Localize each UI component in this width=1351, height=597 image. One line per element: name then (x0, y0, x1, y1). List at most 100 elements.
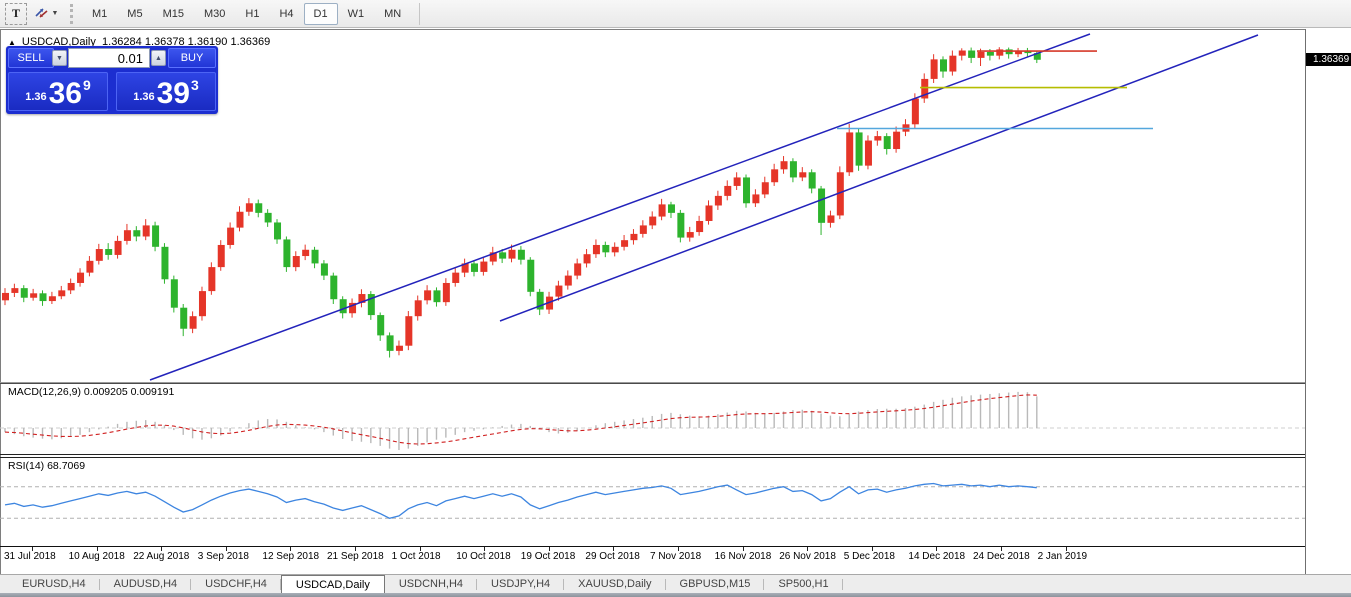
tab-separator (476, 579, 478, 590)
date-axis-label: 1 Oct 2018 (391, 551, 441, 562)
candle-body (217, 244, 225, 268)
candle-body (1033, 53, 1041, 60)
candle-body (874, 136, 882, 141)
date-axis-label: 2 Jan 2019 (1037, 551, 1088, 562)
rsi-indicator-label: RSI(14) 68.7069 (8, 460, 86, 472)
date-axis-tick (32, 547, 33, 551)
candle-body (395, 345, 403, 351)
candle-body (442, 282, 450, 303)
chart-tab-usdchf-h4[interactable]: USDCHF,H4 (191, 575, 281, 593)
candle-body (236, 211, 244, 228)
pane-divider[interactable] (0, 454, 1351, 455)
timeframe-button-w1[interactable]: W1 (347, 7, 365, 20)
timeframe-button-m30[interactable]: M30 (203, 7, 226, 20)
chart-window[interactable] (0, 29, 1351, 574)
chart-tab-audusd-h4[interactable]: AUDUSD,H4 (100, 575, 192, 593)
time-axis-separator (0, 546, 1351, 547)
date-axis-label: 10 Aug 2018 (68, 551, 125, 562)
candle-body (836, 172, 844, 216)
timeframe-button-d1[interactable]: D1 (303, 2, 338, 25)
chart-tab-gbpusd-m15[interactable]: GBPUSD,M15 (666, 575, 765, 593)
chart-tab-xauusd-daily[interactable]: XAUUSD,Daily (564, 575, 666, 593)
candle-body (592, 244, 600, 255)
buy-button[interactable]: BUY (168, 48, 216, 68)
candle-body (414, 300, 422, 317)
date-axis-tick (355, 547, 356, 551)
candle-body (386, 335, 394, 351)
candle-body (911, 98, 919, 125)
candle-body (705, 205, 713, 221)
sell-price-box[interactable]: 1.36 36 9 (8, 72, 108, 111)
sell-button[interactable]: SELL (8, 48, 54, 68)
lower-channel-trendline (499, 34, 1259, 322)
timeframe-button-m1[interactable]: M1 (92, 7, 108, 20)
price-axis[interactable] (1305, 29, 1351, 574)
date-axis-tick (419, 547, 421, 551)
candle-body (67, 282, 75, 291)
candle-body (320, 263, 328, 276)
candle-body (424, 290, 432, 301)
sell-price-pip-digit: 9 (83, 77, 91, 93)
candle-body (292, 256, 300, 268)
candle-body (302, 249, 310, 257)
timeframe-button-m5[interactable]: M5 (127, 7, 143, 20)
lot-increase-button[interactable]: ▲ (151, 50, 166, 66)
date-axis-label: 29 Oct 2018 (585, 551, 640, 562)
chart-tab-bar: EURUSD,H4 AUDUSD,H4 USDCHF,H4 USDCAD,Daily U… (0, 574, 1351, 593)
text-tool-button[interactable]: T (5, 2, 27, 25)
candle-body (283, 239, 291, 268)
candle-body (940, 59, 947, 72)
lot-decrease-button[interactable]: ▼ (52, 50, 67, 66)
pane-divider[interactable] (0, 457, 1351, 458)
timeframe-button-h4[interactable]: H4 (279, 7, 294, 20)
candle-body (48, 296, 56, 302)
candle-body (977, 51, 985, 58)
timeframe-button-m15[interactable]: M15 (162, 7, 184, 20)
candle-body (330, 275, 338, 300)
candle-body (761, 182, 769, 195)
date-axis-label: 22 Aug 2018 (133, 551, 190, 562)
tab-separator (563, 579, 565, 590)
timeframe-button-mn[interactable]: MN (384, 7, 402, 20)
candle-body (198, 291, 206, 317)
chart-tab-usdjpy-h4[interactable]: USDJPY,H4 (477, 575, 565, 593)
chart-tab-eurusd-h4[interactable]: EURUSD,H4 (8, 575, 100, 593)
candle-body (161, 246, 169, 280)
candle-body (714, 195, 722, 206)
chart-tab-sp500-h1[interactable]: SP500,H1 (764, 575, 843, 593)
candle-body (133, 230, 141, 237)
candle-body (921, 78, 929, 99)
candle-body (958, 50, 966, 56)
candle-body (949, 55, 957, 72)
candle-body (208, 267, 216, 292)
buy-price-box[interactable]: 1.36 39 3 (116, 72, 216, 111)
tab-separator (841, 579, 843, 590)
pane-divider[interactable] (0, 383, 1351, 384)
candle-body (602, 244, 610, 253)
date-axis-label: 21 Sep 2018 (327, 551, 384, 562)
candle-body (893, 131, 901, 150)
candle-body (733, 177, 741, 186)
date-axis-label: 26 Nov 2018 (779, 551, 836, 562)
cursor-tool-button[interactable]: ▼ (29, 3, 63, 25)
chart-tab-usdcad-daily[interactable]: USDCAD,Daily (280, 575, 385, 593)
date-axis-tick (96, 547, 98, 551)
candle-body (827, 215, 835, 223)
toolbar-grip-handle[interactable] (70, 3, 75, 24)
date-axis-label: 10 Oct 2018 (456, 551, 511, 562)
pane-divider[interactable] (0, 382, 1351, 383)
lot-size-input[interactable] (68, 48, 150, 68)
candle-body (771, 169, 779, 183)
candle-body (58, 290, 66, 297)
timeframe-button-h1[interactable]: H1 (245, 7, 260, 20)
date-axis-label: 31 Jul 2018 (4, 551, 56, 562)
candle-body (677, 212, 685, 238)
chart-tab-usdcnh-h4[interactable]: USDCNH,H4 (385, 575, 478, 593)
candle-body (123, 230, 131, 241)
collapse-triangle-icon[interactable]: ▲ (8, 38, 16, 47)
candle-body (227, 227, 235, 245)
buy-price-big-digits: 39 (156, 77, 190, 110)
candle-body (649, 216, 657, 226)
